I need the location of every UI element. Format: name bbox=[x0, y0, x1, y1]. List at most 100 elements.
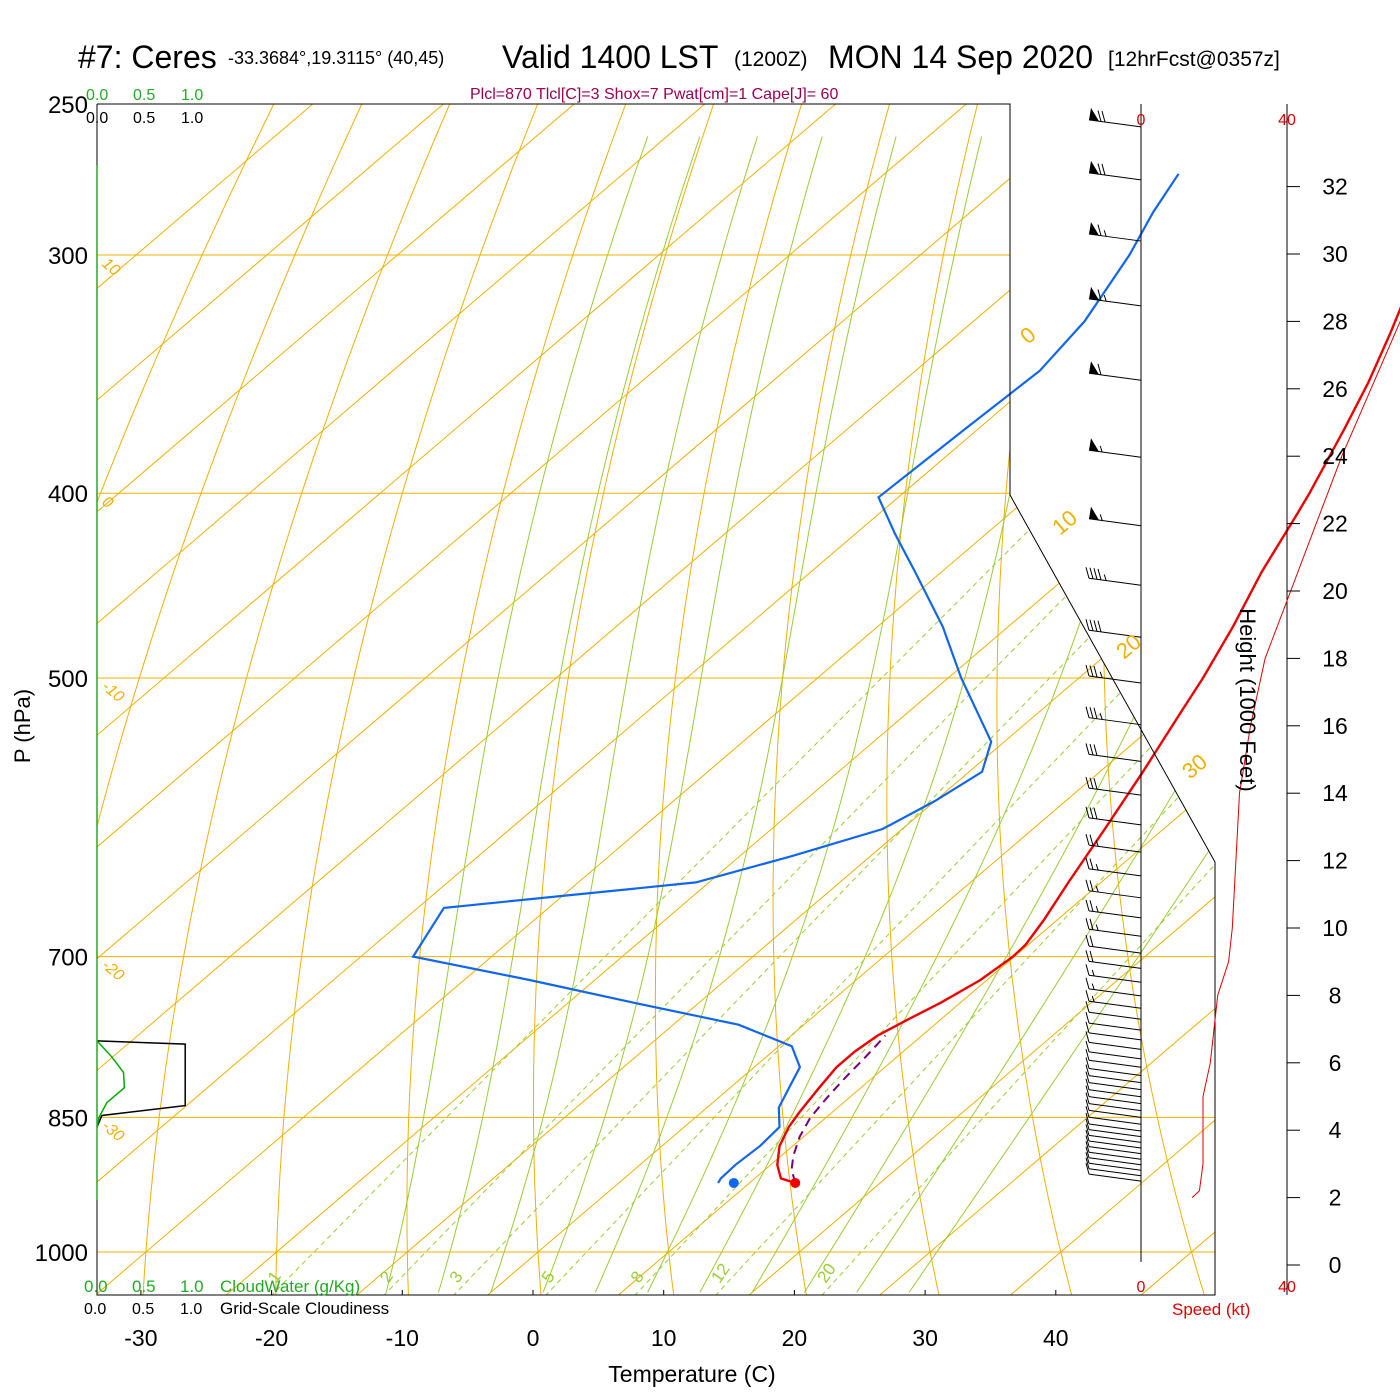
x-axis-title: Temperature (C) bbox=[608, 1361, 775, 1387]
pressure-tick-label: 400 bbox=[48, 481, 88, 508]
isotherm-line bbox=[97, 104, 484, 1295]
dry-adiabat-line bbox=[996, 104, 1082, 1295]
height-tick-label: 30 bbox=[1322, 241, 1348, 267]
mixing-ratio-label: 12 bbox=[707, 1260, 733, 1286]
wind-barb bbox=[1085, 1129, 1142, 1149]
x-tick-label: -20 bbox=[255, 1325, 288, 1351]
moist-adiabat-line bbox=[908, 136, 1215, 1293]
cloudwater-scale-title: CloudWater (g/Kg) bbox=[220, 1277, 360, 1296]
isotherm-label: 10 bbox=[1047, 505, 1082, 540]
mixing-ratio-line bbox=[526, 492, 1215, 1295]
wind-barb bbox=[1085, 1021, 1142, 1041]
cloudiness-scale-bottom-2: 1.0 bbox=[180, 1301, 202, 1318]
height-tick-label: 0 bbox=[1329, 1252, 1342, 1278]
moist-adiabat-line bbox=[856, 136, 1215, 1293]
wind-barb bbox=[1085, 899, 1142, 919]
wind-barb bbox=[1085, 1112, 1142, 1132]
mixing-ratio-line bbox=[433, 492, 1215, 1295]
wind-barb bbox=[1085, 1057, 1142, 1076]
date-label: MON 14 Sep 2020 bbox=[828, 39, 1093, 75]
pressure-tick-label: 1000 bbox=[35, 1240, 88, 1267]
mixing-ratio-line bbox=[363, 492, 1168, 1295]
wind-barb bbox=[1085, 743, 1142, 762]
cloudiness-scale-title: Grid-Scale Cloudiness bbox=[220, 1299, 389, 1318]
wind-barbs bbox=[1085, 107, 1142, 1182]
mixing-ratio-label: 5 bbox=[538, 1268, 559, 1287]
temperature-surface-point bbox=[790, 1177, 801, 1188]
x-tick-label: 0 bbox=[527, 1325, 540, 1351]
wind-barb bbox=[1085, 1049, 1142, 1068]
moist-adiabat-line bbox=[542, 136, 823, 1293]
isotherm-label: -10 bbox=[98, 678, 127, 706]
wind-barb bbox=[1085, 879, 1142, 899]
isotherm-line bbox=[97, 104, 1215, 1295]
height-tick-label: 6 bbox=[1329, 1050, 1342, 1076]
wind-barb bbox=[1085, 1152, 1142, 1171]
cloudwater-scale-bottom-2: 1.0 bbox=[180, 1277, 204, 1296]
height-tick-label: 4 bbox=[1329, 1117, 1342, 1143]
moist-adiabat-line bbox=[490, 136, 758, 1293]
isotherm-label: 10 bbox=[98, 255, 123, 280]
dry-adiabat-line bbox=[532, 104, 726, 1295]
wind-barb bbox=[1085, 918, 1142, 937]
cloudiness-scale-top-2: 1.0 bbox=[181, 110, 203, 127]
station-coords: -33.3684°,19.3115° (40,45) bbox=[228, 48, 444, 68]
mixing-ratio-line bbox=[615, 492, 1215, 1295]
temperature-line bbox=[776, 306, 1400, 1185]
height-tick-label: 24 bbox=[1322, 443, 1348, 469]
isotherm-line bbox=[97, 104, 1215, 1295]
pressure-tick-label: 250 bbox=[48, 92, 88, 119]
dewpoint-surface-point bbox=[728, 1177, 739, 1188]
dry-adiabat-line bbox=[1103, 104, 1215, 1295]
dry-adiabat-line bbox=[97, 104, 379, 1295]
isotherm-line bbox=[99, 104, 1215, 1295]
isotherm-line bbox=[97, 104, 1215, 1295]
wind-barb bbox=[1088, 160, 1142, 181]
moist-adiabat-line bbox=[647, 136, 983, 1293]
wind-barb bbox=[1085, 1146, 1142, 1166]
wind-barb bbox=[1085, 567, 1142, 586]
mixing-ratio-line bbox=[803, 492, 1215, 1295]
pressure-tick-label: 700 bbox=[48, 945, 88, 972]
speed-tick-label: 40 bbox=[1278, 112, 1296, 129]
wind-barb bbox=[1085, 1163, 1142, 1182]
isotherm-line bbox=[97, 104, 876, 1295]
cloudwater-scale-bottom-0: 0.0 bbox=[84, 1277, 108, 1296]
wind-barb bbox=[1085, 1012, 1142, 1031]
mixing-ratio-label: 8 bbox=[627, 1268, 648, 1287]
mixing-ratio-label: 20 bbox=[813, 1260, 839, 1286]
dry-adiabat-line bbox=[140, 104, 465, 1295]
moist-adiabat-line bbox=[437, 136, 701, 1293]
dewpoint-line bbox=[411, 173, 1180, 1184]
height-tick-label: 20 bbox=[1322, 578, 1348, 604]
height-tick-label: 12 bbox=[1322, 848, 1348, 874]
wind-barb bbox=[1085, 1118, 1142, 1138]
x-tick-label: 20 bbox=[782, 1325, 808, 1351]
isotherm-line bbox=[97, 104, 745, 1295]
wind-barb bbox=[1085, 1099, 1142, 1118]
y-axis-title: P (hPa) bbox=[10, 689, 35, 763]
dry-adiabat-line bbox=[886, 104, 987, 1295]
wind-barb bbox=[1088, 361, 1142, 381]
height-tick-label: 18 bbox=[1322, 645, 1348, 671]
moist-adiabat-line bbox=[699, 136, 1083, 1293]
isotherm-label: 0 bbox=[98, 493, 116, 512]
isobar-lines bbox=[97, 104, 1215, 1253]
valid-time-label: Valid 1400 LST bbox=[502, 39, 718, 75]
wind-barb bbox=[1085, 990, 1142, 1009]
wind-barb bbox=[1085, 664, 1142, 684]
wind-barb bbox=[1085, 1141, 1142, 1160]
wind-barb bbox=[1085, 1064, 1142, 1084]
height-tick-label: 8 bbox=[1329, 982, 1342, 1008]
isotherm-line bbox=[622, 104, 1215, 1295]
isotherm-line bbox=[883, 104, 1215, 1295]
wind-barb bbox=[1085, 833, 1142, 853]
dry-adiabat-line bbox=[97, 104, 292, 1295]
speed-tick-label: 40 bbox=[1278, 1279, 1296, 1296]
moist-adiabat-lines bbox=[385, 136, 1215, 1293]
speed-tick-label: 0 bbox=[1137, 1279, 1146, 1296]
height-tick-label: 2 bbox=[1329, 1185, 1342, 1211]
isotherm-line bbox=[97, 104, 1137, 1295]
station-title: #7: Ceres bbox=[78, 39, 217, 75]
